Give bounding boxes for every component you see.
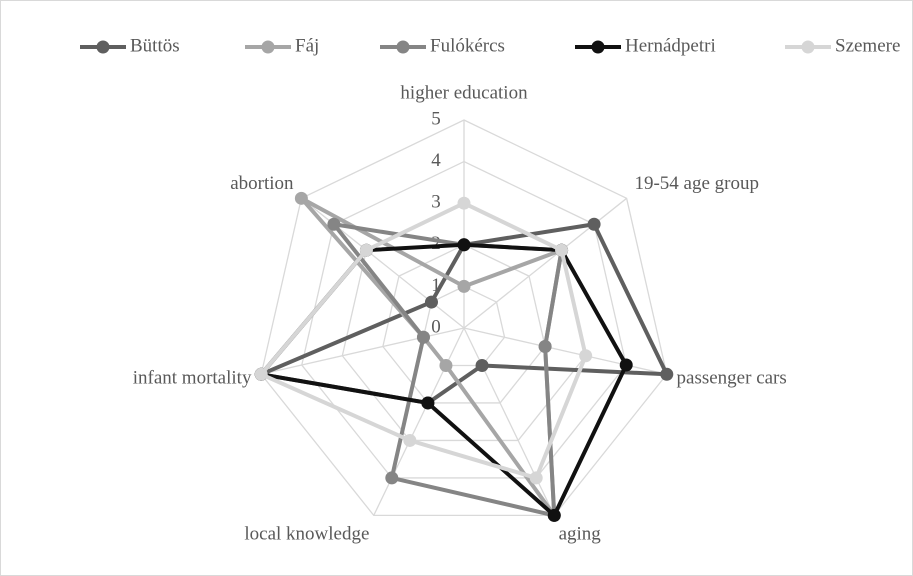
spoke	[373, 327, 465, 516]
point	[457, 196, 471, 210]
point	[457, 279, 471, 293]
spoke	[463, 327, 667, 375]
point	[587, 217, 601, 231]
point	[294, 191, 308, 205]
legend-label: Hernádpetri	[625, 35, 716, 56]
series-line	[259, 201, 588, 480]
category-label: local knowledge	[244, 524, 369, 545]
point	[385, 471, 399, 485]
point	[660, 367, 674, 381]
category-label: infant mortality	[133, 368, 252, 389]
point	[475, 358, 489, 372]
point	[424, 295, 438, 309]
series-line	[331, 222, 564, 518]
grid-ring	[382, 244, 546, 404]
point	[416, 330, 430, 344]
tick-label: 1	[431, 275, 441, 296]
point	[529, 471, 543, 485]
spoke	[300, 197, 465, 329]
legend-label: Szemere	[835, 35, 900, 56]
legend-swatch-dot	[261, 40, 275, 54]
category-label: 19-54 age group	[634, 173, 759, 194]
point	[403, 433, 417, 447]
point	[619, 358, 633, 372]
point	[579, 349, 593, 363]
legend-swatch-dot	[801, 40, 815, 54]
point	[421, 396, 435, 410]
legend-label: Fáj	[295, 35, 319, 56]
legend-swatch-dot	[96, 40, 110, 54]
legend-label: Fulókércs	[430, 35, 505, 56]
category-label: aging	[559, 524, 602, 545]
grid-ring	[301, 160, 627, 479]
tick-label: 4	[431, 150, 441, 171]
tick-label: 2	[431, 233, 441, 254]
grid-ring	[260, 119, 668, 517]
point	[359, 243, 373, 257]
point	[457, 238, 471, 252]
point	[254, 367, 268, 381]
legend-swatch-dot	[591, 40, 605, 54]
point	[439, 358, 453, 372]
category-label: higher education	[400, 82, 528, 103]
category-label: passenger cars	[677, 368, 787, 389]
point	[538, 340, 552, 354]
tick-label: 5	[431, 108, 441, 129]
tick-label: 0	[431, 316, 441, 337]
spoke	[261, 327, 465, 375]
legend-swatch-dot	[396, 40, 410, 54]
point	[555, 243, 569, 257]
tick-label: 3	[431, 192, 441, 213]
point	[547, 508, 561, 522]
spoke	[463, 327, 555, 516]
spoke	[463, 197, 628, 329]
category-label: abortion	[230, 173, 294, 194]
legend-label: Büttös	[130, 35, 180, 56]
point	[327, 217, 341, 231]
